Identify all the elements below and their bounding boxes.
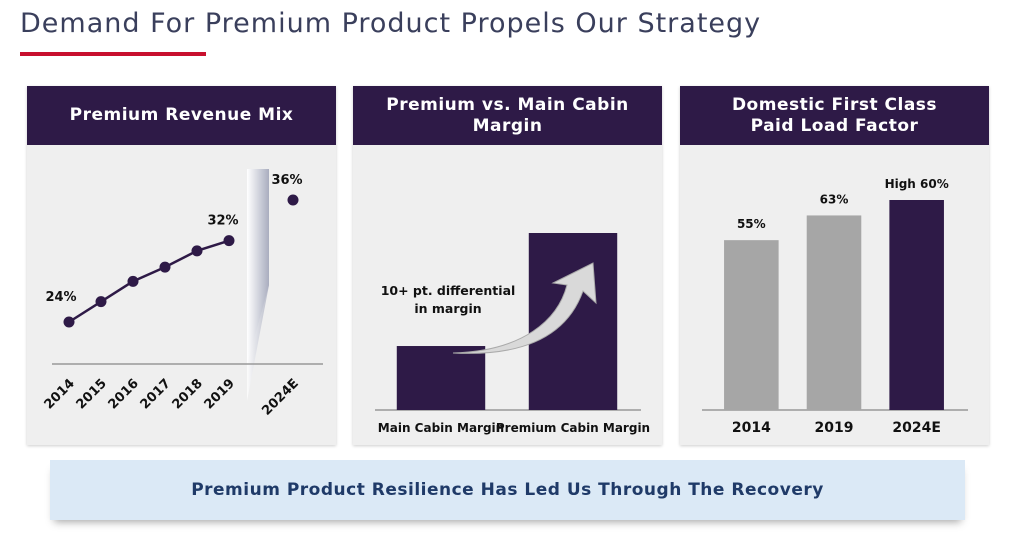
- value-label: 32%: [207, 214, 238, 229]
- x-tick-label: 2015: [74, 376, 110, 412]
- curved-arrow: [452, 262, 597, 354]
- x-tick-label: 2019: [202, 376, 238, 412]
- x-tick-label: 2017: [138, 376, 174, 412]
- value-label: 36%: [271, 173, 302, 188]
- title-underline: [20, 52, 206, 56]
- x-tick-label: Premium Cabin Margin: [496, 421, 650, 435]
- point: [127, 275, 139, 287]
- banner: Premium Product Resilience Has Led Us Th…: [50, 460, 965, 520]
- x-tick-label: 2019: [815, 420, 854, 436]
- panel-title: Premium vs. Main Cabin Margin: [353, 86, 662, 145]
- x-tick-label: 2024E: [892, 420, 941, 436]
- point: [159, 261, 171, 273]
- value-label: High 60%: [885, 177, 949, 191]
- annotation: 10+ pt. differential in margin: [380, 283, 516, 316]
- point: [223, 235, 235, 247]
- bar: [724, 240, 779, 410]
- chevron: [247, 169, 269, 401]
- bar: [806, 215, 862, 410]
- panel-title: Premium Revenue Mix: [27, 86, 336, 145]
- bar: [396, 346, 486, 410]
- panel-title: Domestic First Class Paid Load Factor: [680, 86, 989, 145]
- line: [68, 239, 230, 324]
- x-tick-label: 2018: [170, 376, 206, 412]
- point: [191, 245, 203, 257]
- chart: 2014 55% 2019 63% 2024E High 60%: [702, 177, 968, 436]
- x-tick-label: 2014: [42, 376, 78, 412]
- x-tick-label: Main Cabin Margin: [378, 421, 504, 435]
- panel: Premium Revenue Mix 2014 24% 2015 2016 2017 2…: [27, 86, 336, 445]
- x-tick-label: 2016: [106, 376, 142, 412]
- value-label: 24%: [45, 290, 76, 305]
- bar: [528, 233, 618, 410]
- point: [63, 316, 75, 328]
- slide-title: Demand For Premium Product Propels Our S…: [20, 8, 762, 39]
- value-label: 55%: [737, 217, 766, 231]
- point: [287, 194, 299, 206]
- x-tick-label: 2014: [732, 420, 771, 436]
- value-label: 63%: [820, 192, 849, 206]
- x-tick-label: 2024E: [259, 376, 301, 418]
- panel: Domestic First Class Paid Load Factor 20…: [680, 86, 989, 445]
- point: [95, 296, 107, 308]
- panel: Premium vs. Main Cabin Margin Main Cabin…: [353, 86, 662, 445]
- bar: [889, 200, 944, 410]
